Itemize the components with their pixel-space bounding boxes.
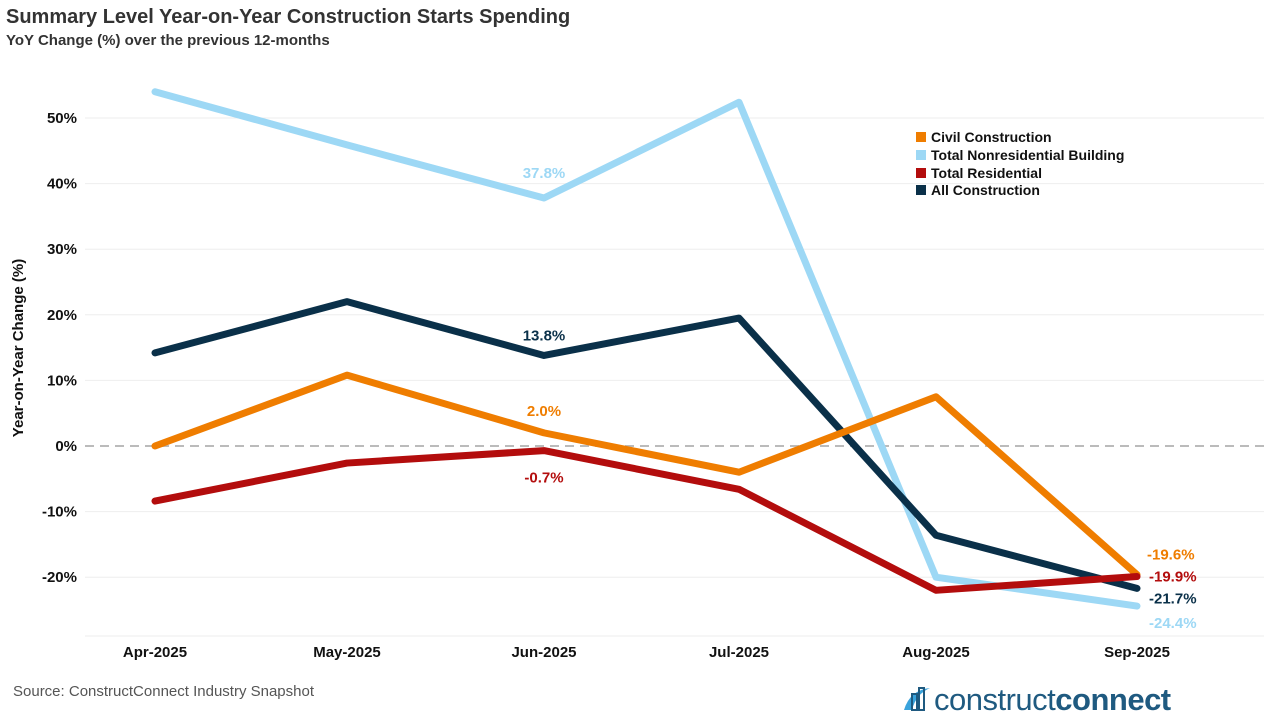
series-line-2 xyxy=(151,447,1141,594)
series-line-3 xyxy=(151,298,1141,592)
legend-label: All Construction xyxy=(931,182,1040,198)
legend-label: Total Residential xyxy=(931,165,1042,181)
legend-label: Total Nonresidential Building xyxy=(931,147,1124,163)
y-tick-label: 50% xyxy=(47,110,77,127)
y-tick-label: 10% xyxy=(47,372,77,389)
data-point xyxy=(542,196,546,201)
logo-text-bold: connect xyxy=(1055,682,1171,717)
data-point xyxy=(345,373,349,378)
data-point xyxy=(737,316,741,321)
data-point xyxy=(934,533,938,538)
x-tick-label: Aug-2025 xyxy=(902,644,970,661)
data-point xyxy=(542,448,546,453)
data-point xyxy=(1135,574,1139,579)
data-point xyxy=(153,444,157,448)
data-point xyxy=(934,575,938,580)
data-point xyxy=(737,487,741,492)
chart-subtitle: YoY Change (%) over the previous 12-mont… xyxy=(6,32,330,49)
logo-building-icon xyxy=(904,687,930,711)
y-axis-label: Year-on-Year Change (%) xyxy=(10,259,27,437)
data-point xyxy=(934,588,938,593)
data-point xyxy=(153,350,157,355)
constructconnect-logo: constructconnect xyxy=(900,676,1171,718)
legend-swatch xyxy=(916,150,926,160)
legend-label: Civil Construction xyxy=(931,129,1052,145)
data-point xyxy=(737,100,741,105)
x-tick-label: Jul-2025 xyxy=(709,644,769,661)
y-tick-label: 40% xyxy=(47,176,77,193)
chart-title: Summary Level Year-on-Year Construction … xyxy=(6,6,571,28)
data-label: 37.8% xyxy=(523,165,566,182)
data-point xyxy=(1135,604,1139,609)
legend-swatch xyxy=(916,185,926,195)
y-tick-label: 30% xyxy=(47,241,77,258)
legend-swatch xyxy=(916,132,926,142)
data-point xyxy=(345,461,349,466)
data-label: 2.0% xyxy=(527,403,561,420)
x-tick-label: Jun-2025 xyxy=(511,644,576,661)
data-label: -24.4% xyxy=(1149,615,1197,632)
data-point xyxy=(934,394,938,399)
y-tick-label: 20% xyxy=(47,307,77,324)
data-label: -21.7% xyxy=(1149,590,1197,607)
y-tick-label: -20% xyxy=(42,569,77,586)
data-point xyxy=(737,470,741,475)
data-point xyxy=(542,353,546,358)
series-line-1 xyxy=(151,88,1141,610)
data-label: -19.6% xyxy=(1147,547,1195,564)
data-label: -19.9% xyxy=(1149,569,1197,586)
data-point xyxy=(153,89,157,94)
data-point xyxy=(1135,586,1139,591)
logo-text-light: construct xyxy=(934,682,1056,717)
y-tick-label: 0% xyxy=(55,438,77,455)
source-note: Source: ConstructConnect Industry Snapsh… xyxy=(13,683,314,700)
data-point xyxy=(345,142,349,147)
legend-swatch xyxy=(916,168,926,178)
y-tick-label: -10% xyxy=(42,504,77,521)
data-point xyxy=(345,299,349,304)
data-label: 13.8% xyxy=(523,327,566,344)
x-tick-label: Apr-2025 xyxy=(123,644,187,661)
data-label: -0.7% xyxy=(524,470,563,487)
x-tick-label: Sep-2025 xyxy=(1104,644,1170,661)
x-tick-label: May-2025 xyxy=(313,644,381,661)
data-point xyxy=(153,499,157,504)
series-line-0 xyxy=(151,371,1141,579)
data-point xyxy=(542,430,546,435)
